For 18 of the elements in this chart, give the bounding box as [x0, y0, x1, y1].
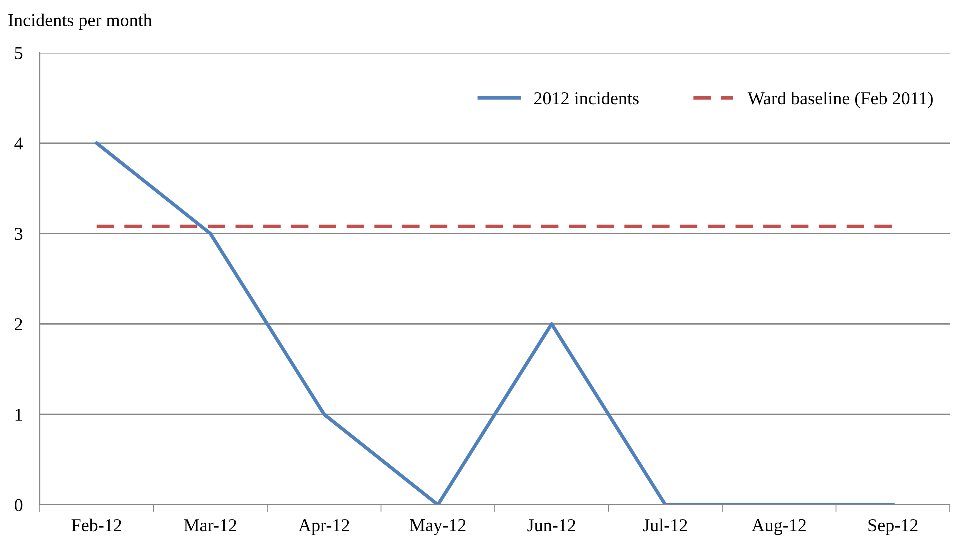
x-tick-label: Feb-12 — [72, 518, 122, 532]
x-tick-label: Jun-12 — [528, 519, 576, 532]
y-axis-title: Incidents per month — [8, 14, 152, 30]
x-tick-label: Sep-12 — [868, 519, 918, 536]
x-tick-label: Apr-12 — [298, 519, 350, 536]
y-tick-label: 0 — [14, 499, 23, 512]
x-tick-label: Mar-12 — [184, 519, 237, 532]
y-tick-label: 1 — [16, 408, 22, 421]
x-tick-label: May-12 — [410, 519, 466, 536]
line-series — [95, 142, 895, 505]
x-tick-label: Aug-12 — [752, 519, 806, 536]
y-tick-label: 2 — [15, 318, 22, 330]
x-tick-label: Jul-12 — [643, 518, 688, 532]
y-tick-label: 5 — [15, 47, 23, 60]
y-tick-label: 4 — [14, 138, 24, 150]
y-tick-label: 3 — [15, 228, 23, 240]
legend-label: Ward baseline (Feb 2011) — [748, 92, 933, 108]
legend-label: 2012 incidents — [534, 92, 639, 105]
